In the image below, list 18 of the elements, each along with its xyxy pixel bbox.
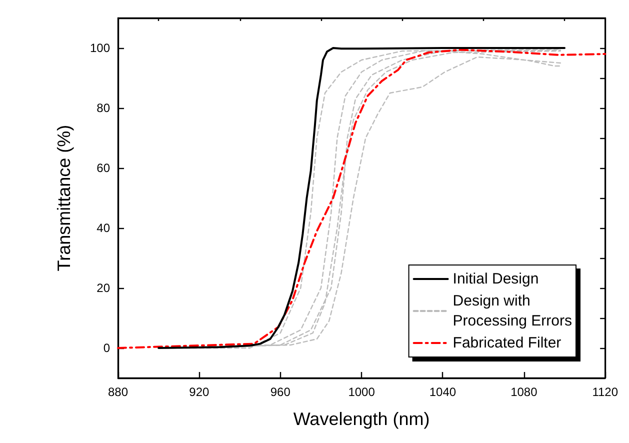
legend-label: Design with Processing Errors — [452, 292, 572, 330]
x-tick-label: 920 — [189, 385, 210, 399]
y-tick-label: 100 — [90, 41, 110, 55]
y-tick-label: 80 — [96, 101, 110, 115]
x-tick-label: 1080 — [510, 385, 538, 399]
x-tick-label: 960 — [270, 385, 291, 399]
legend-label: Fabricated Filter — [452, 334, 562, 352]
y-tick-label: 40 — [96, 221, 110, 235]
x-axis-title: Wavelength (nm) — [293, 409, 430, 429]
y-axis-title: Transmittance (%) — [54, 124, 74, 272]
y-tick-label: 0 — [103, 341, 110, 355]
x-tick-label: 1120 — [592, 385, 618, 399]
y-tick-label: 60 — [96, 161, 110, 175]
y-tick-label: 20 — [96, 281, 110, 295]
x-tick-label: 880 — [108, 385, 128, 399]
x-tick-label: 1000 — [348, 385, 376, 399]
legend-label: Initial Design — [452, 270, 539, 288]
x-tick-label: 1040 — [429, 385, 456, 399]
